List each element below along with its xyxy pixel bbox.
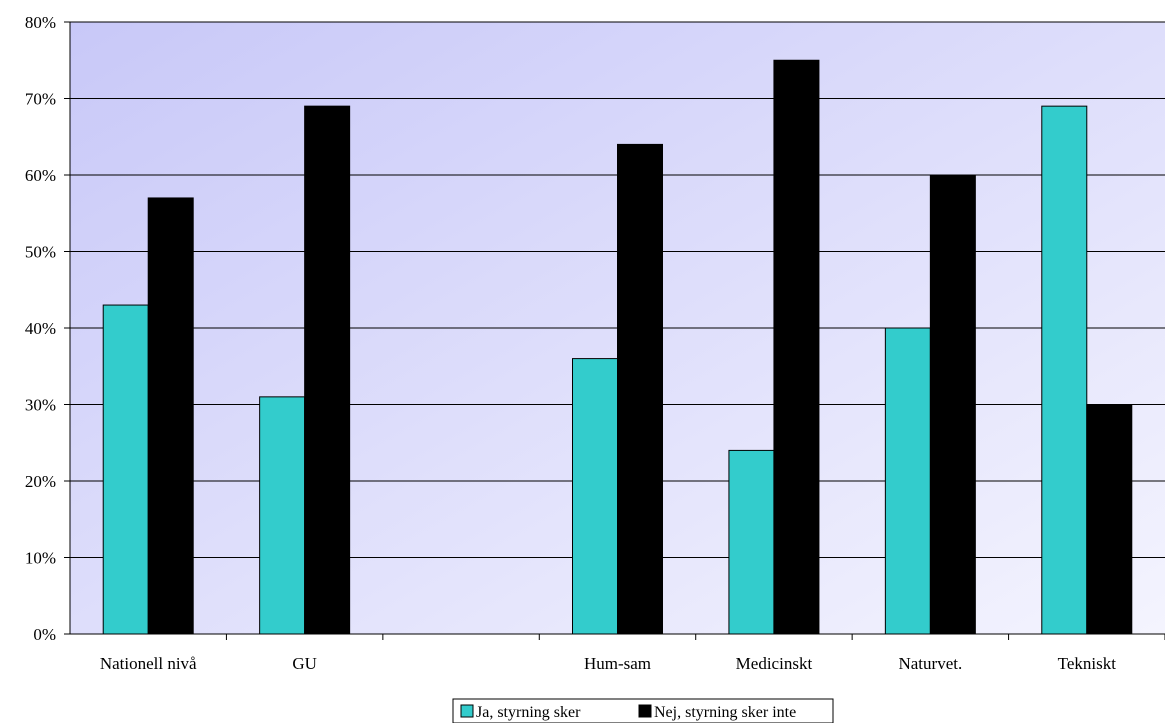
y-tick-label: 30% <box>25 396 56 415</box>
bar-ja <box>884 327 931 635</box>
legend-label: Ja, styrning sker <box>476 704 581 721</box>
bar-ja <box>1041 105 1088 635</box>
bar-nej <box>773 59 820 635</box>
bars <box>102 59 1133 635</box>
bar-nej <box>929 174 976 635</box>
x-axis-tick-labels: Nationell nivå GU Hum-sam Medicinskt Naturve… <box>100 654 1116 673</box>
legend-swatch <box>460 704 474 718</box>
x-tick-label: Naturvet. <box>898 654 962 673</box>
x-tick-label: Hum-sam <box>584 654 651 673</box>
bar-nej <box>1086 404 1133 635</box>
y-tick-label: 20% <box>25 472 56 491</box>
bar-nej <box>147 197 194 635</box>
x-tick-label: Medicinskt <box>736 654 813 673</box>
y-tick-label: 10% <box>25 549 56 568</box>
y-tick-label: 40% <box>25 319 56 338</box>
y-tick-label: 80% <box>25 13 56 32</box>
y-tick-label: 70% <box>25 90 56 109</box>
bar-ja <box>259 396 306 635</box>
bar-ja <box>728 449 775 635</box>
y-tick-label: 60% <box>25 166 56 185</box>
y-axis-tick-labels: 0% 10% 20% 30% 40% 50% 60% 70% 80% <box>25 13 56 644</box>
bar-nej <box>304 105 351 635</box>
x-tick-label: GU <box>292 654 317 673</box>
bar-ja <box>102 304 149 635</box>
bar-ja <box>572 358 618 635</box>
legend-label: Nej, styrning sker inte <box>654 704 796 721</box>
x-tick-label: Nationell nivå <box>100 654 197 673</box>
legend: Ja, styrning sker Nej, styrning sker inte <box>452 698 834 723</box>
y-tick-label: 0% <box>33 625 56 644</box>
x-tick-label: Tekniskt <box>1058 654 1117 673</box>
axes <box>64 21 1165 640</box>
bar-nej <box>617 143 663 635</box>
y-tick-label: 50% <box>25 243 56 262</box>
legend-swatch <box>638 704 652 718</box>
